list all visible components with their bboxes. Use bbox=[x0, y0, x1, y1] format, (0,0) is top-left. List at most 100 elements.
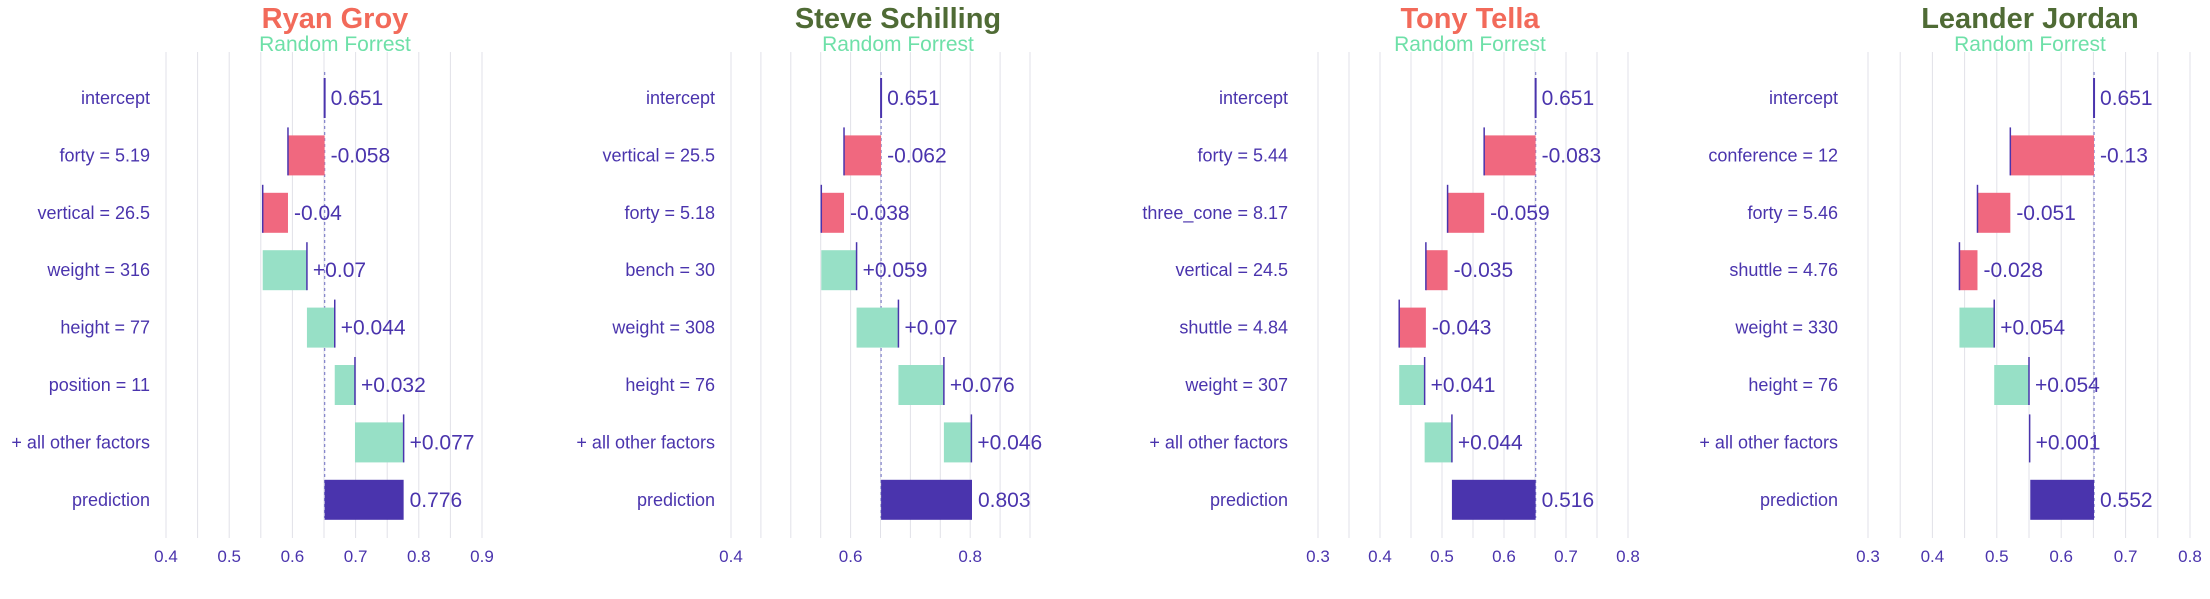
row-value-label: +0.044 bbox=[1458, 431, 1523, 454]
row-value-label: -0.059 bbox=[1490, 202, 1550, 225]
x-tick-label: 0.7 bbox=[2114, 547, 2138, 566]
row-label: height = 76 bbox=[625, 375, 715, 395]
row-value-label: -0.028 bbox=[1983, 259, 2043, 282]
row-label: intercept bbox=[81, 88, 150, 108]
row-label: prediction bbox=[72, 490, 150, 510]
chart-subtitle: Random Forrest bbox=[1394, 33, 1546, 56]
x-tick-label: 0.6 bbox=[281, 547, 305, 566]
x-tick-label: 0.6 bbox=[1492, 547, 1516, 566]
x-tick-label: 0.8 bbox=[2178, 547, 2202, 566]
row-label: bench = 30 bbox=[625, 260, 715, 280]
x-tick-label: 0.9 bbox=[470, 547, 494, 566]
row-value-label: -0.04 bbox=[294, 202, 342, 225]
chart-title: Ryan Groy bbox=[262, 3, 409, 35]
chart-title: Tony Tella bbox=[1400, 3, 1540, 35]
row-label: forty = 5.44 bbox=[1197, 145, 1288, 165]
row-label: intercept bbox=[646, 88, 715, 108]
row-label: weight = 307 bbox=[1184, 375, 1288, 395]
row-value-label: +0.07 bbox=[904, 317, 957, 340]
row-value-label: +0.046 bbox=[977, 431, 1042, 454]
x-tick-label: 0.3 bbox=[1306, 547, 1330, 566]
row-label: intercept bbox=[1769, 88, 1838, 108]
x-tick-label: 0.8 bbox=[1616, 547, 1640, 566]
row-value-label: +0.054 bbox=[2035, 374, 2100, 397]
positive-contribution-bar bbox=[1424, 422, 1452, 463]
row-label: shuttle = 4.76 bbox=[1729, 260, 1838, 280]
row-label: shuttle = 4.84 bbox=[1179, 318, 1288, 338]
row-value-label: -0.038 bbox=[850, 202, 910, 225]
row-value-label: +0.076 bbox=[950, 374, 1015, 397]
row-label: vertical = 24.5 bbox=[1175, 260, 1288, 280]
row-label: weight = 316 bbox=[46, 260, 150, 280]
row-value-label: +0.044 bbox=[341, 317, 406, 340]
row-value-label: +0.032 bbox=[361, 374, 426, 397]
chart-subtitle: Random Forrest bbox=[1954, 33, 2106, 56]
negative-contribution-bar bbox=[1977, 192, 2011, 233]
row-label: + all other factors bbox=[11, 432, 150, 452]
row-value-label: -0.058 bbox=[331, 144, 391, 167]
negative-contribution-bar bbox=[1399, 307, 1426, 348]
row-label: prediction bbox=[1210, 490, 1288, 510]
positive-contribution-bar bbox=[306, 307, 335, 348]
row-label: position = 11 bbox=[49, 375, 150, 395]
x-tick-label: 0.4 bbox=[1921, 547, 1945, 566]
row-label: conference = 12 bbox=[1708, 145, 1838, 165]
row-value-label: +0.059 bbox=[863, 259, 928, 282]
positive-contribution-bar bbox=[943, 422, 972, 463]
row-label: forty = 5.19 bbox=[59, 145, 150, 165]
negative-contribution-bar bbox=[1425, 250, 1448, 291]
row-value-label: 0.803 bbox=[978, 489, 1031, 512]
row-label: weight = 308 bbox=[611, 318, 715, 338]
x-tick-label: 0.5 bbox=[1985, 547, 2009, 566]
negative-contribution-bar bbox=[1484, 135, 1536, 176]
row-value-label: 0.516 bbox=[1542, 489, 1595, 512]
row-value-label: 0.776 bbox=[410, 489, 463, 512]
prediction-bar bbox=[1451, 479, 1536, 520]
positive-contribution-bar bbox=[821, 250, 857, 291]
row-value-label: -0.043 bbox=[1432, 317, 1492, 340]
row-value-label: 0.651 bbox=[2100, 87, 2153, 110]
row-label: three_cone = 8.17 bbox=[1142, 203, 1288, 224]
x-tick-label: 0.6 bbox=[839, 547, 863, 566]
x-tick-label: 0.6 bbox=[2049, 547, 2073, 566]
row-value-label: -0.062 bbox=[887, 144, 947, 167]
row-label: prediction bbox=[1760, 490, 1838, 510]
x-tick-label: 0.8 bbox=[407, 547, 431, 566]
row-value-label: -0.035 bbox=[1454, 259, 1514, 282]
positive-contribution-bar bbox=[898, 365, 944, 405]
positive-contribution-bar bbox=[1994, 365, 2029, 405]
x-tick-label: 0.7 bbox=[1554, 547, 1578, 566]
row-value-label: +0.077 bbox=[410, 431, 475, 454]
prediction-bar bbox=[2030, 479, 2095, 520]
row-label: + all other factors bbox=[576, 432, 715, 452]
row-value-label: +0.054 bbox=[2000, 317, 2065, 340]
row-label: intercept bbox=[1219, 88, 1288, 108]
positive-contribution-bar bbox=[1399, 365, 1425, 405]
x-tick-label: 0.4 bbox=[1368, 547, 1392, 566]
positive-contribution-bar bbox=[856, 307, 899, 348]
row-value-label: -0.083 bbox=[1542, 144, 1602, 167]
row-label: + all other factors bbox=[1699, 432, 1838, 452]
negative-contribution-bar bbox=[287, 135, 325, 176]
prediction-bar bbox=[324, 479, 404, 520]
x-tick-label: 0.5 bbox=[217, 547, 241, 566]
negative-contribution-bar bbox=[262, 192, 288, 233]
positive-contribution-bar bbox=[334, 365, 355, 405]
chart-title: Steve Schilling bbox=[795, 3, 1001, 35]
row-label: height = 76 bbox=[1748, 375, 1838, 395]
negative-contribution-bar bbox=[2010, 135, 2095, 176]
x-tick-label: 0.4 bbox=[719, 547, 743, 566]
row-value-label: -0.051 bbox=[2016, 202, 2076, 225]
row-label: vertical = 26.5 bbox=[37, 203, 150, 223]
negative-contribution-bar bbox=[821, 192, 845, 233]
row-value-label: +0.07 bbox=[313, 259, 366, 282]
negative-contribution-bar bbox=[1959, 250, 1978, 291]
x-tick-label: 0.5 bbox=[1430, 547, 1454, 566]
x-tick-label: 0.8 bbox=[958, 547, 982, 566]
x-tick-label: 0.3 bbox=[1856, 547, 1880, 566]
row-value-label: 0.651 bbox=[1542, 87, 1595, 110]
row-label: forty = 5.18 bbox=[624, 203, 715, 223]
row-value-label: +0.041 bbox=[1431, 374, 1496, 397]
x-tick-label: 0.4 bbox=[154, 547, 178, 566]
